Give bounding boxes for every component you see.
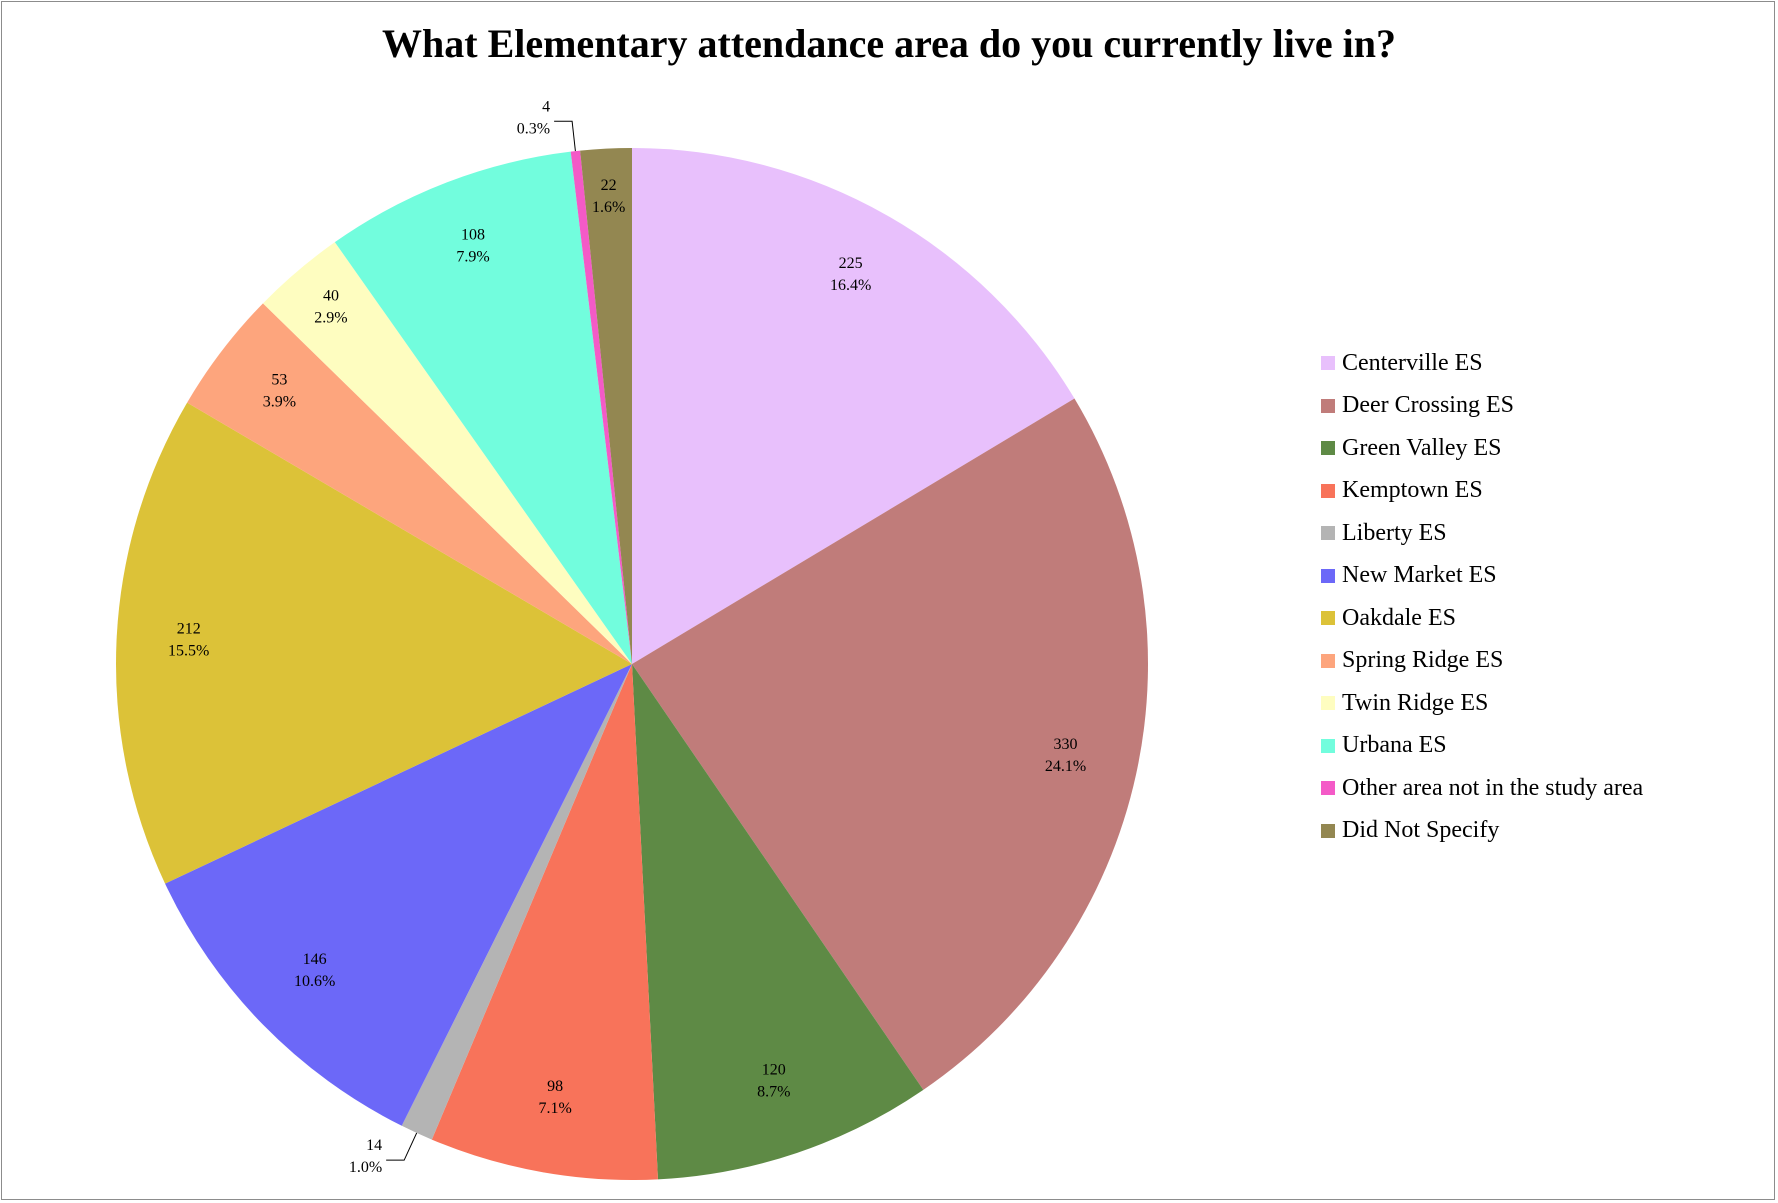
legend-item-urbana-es: Urbana ES	[1321, 725, 1643, 768]
legend-swatch	[1321, 738, 1335, 753]
slice-percent-label-green-valley-es: 8.7%	[757, 1084, 790, 1101]
legend-item-green-valley-es: Green Valley ES	[1321, 427, 1643, 470]
pie-slice-other-area-not-in-the-study-area	[570, 150, 632, 664]
legend-item-liberty-es: Liberty ES	[1321, 512, 1643, 555]
legend-label: Deer Crossing ES	[1342, 392, 1514, 419]
legend-label: Other area not in the study area	[1342, 774, 1644, 801]
legend-swatch	[1321, 398, 1335, 413]
leader-line-other-area-not-in-the-study-area	[554, 120, 576, 152]
pie-slice-liberty-es	[401, 664, 632, 1140]
slice-percent-label-twin-ridge-es: 2.9%	[314, 309, 347, 326]
slice-value-label-twin-ridge-es: 40	[323, 287, 339, 304]
slice-value-label-new-market-es: 146	[303, 951, 327, 968]
legend-item-new-market-es: New Market ES	[1321, 555, 1643, 598]
legend-swatch	[1321, 653, 1335, 668]
pie-slice-oakdale-es	[115, 402, 632, 884]
pie-slice-did-not-specify	[580, 148, 632, 664]
legend-item-oakdale-es: Oakdale ES	[1321, 597, 1643, 640]
pie-slice-spring-ridge-es	[187, 303, 633, 664]
pie-labels: 225 16.4% 330 24.1% 120 8.7% 98 7.1% 14 1.0% 146 10…	[168, 98, 1086, 1176]
slice-percent-label-new-market-es: 10.6%	[294, 973, 335, 990]
slice-percent-label-did-not-specify: 1.6%	[592, 199, 625, 216]
slice-percent-label-urbana-es: 7.9%	[456, 249, 489, 266]
legend-swatch	[1321, 568, 1335, 583]
legend-item-did-not-specify: Did Not Specify	[1321, 810, 1643, 853]
legend-swatch	[1321, 356, 1335, 371]
slice-value-label-did-not-specify: 22	[601, 177, 617, 194]
legend: Centerville ES Deer Crossing ES Green Vall…	[1321, 342, 1643, 852]
pie-slice-deer-crossing-es	[632, 398, 1148, 1090]
pie-slice-centerville-es	[632, 148, 1075, 664]
slice-value-label-urbana-es: 108	[461, 227, 485, 244]
slice-value-label-centerville-es: 225	[839, 255, 863, 272]
slice-value-label-deer-crossing-es: 330	[1054, 736, 1078, 753]
legend-label: Liberty ES	[1342, 519, 1447, 546]
legend-item-kemptown-es: Kemptown ES	[1321, 470, 1643, 513]
slice-percent-label-kemptown-es: 7.1%	[539, 1100, 572, 1117]
pie-slice-new-market-es	[165, 664, 632, 1126]
slice-value-label-kemptown-es: 98	[547, 1078, 563, 1095]
pie-slice-twin-ridge-es	[262, 242, 632, 664]
legend-swatch	[1321, 611, 1335, 626]
legend-swatch	[1321, 823, 1335, 838]
legend-label: Green Valley ES	[1342, 434, 1502, 461]
slice-percent-label-centerville-es: 16.4%	[830, 277, 871, 294]
slice-value-label-other-area-not-in-the-study-area: 4	[542, 98, 550, 115]
legend-label: Centerville ES	[1342, 349, 1483, 376]
legend-label: Kemptown ES	[1342, 477, 1483, 504]
slice-percent-label-liberty-es: 1.0%	[349, 1159, 382, 1176]
legend-item-centerville-es: Centerville ES	[1321, 342, 1643, 385]
pie-slice-kemptown-es	[431, 664, 658, 1180]
legend-swatch	[1321, 696, 1335, 711]
legend-swatch	[1321, 483, 1335, 498]
slice-value-label-spring-ridge-es: 53	[271, 372, 287, 389]
legend-item-other-area-not-in-the-study-area: Other area not in the study area	[1321, 767, 1643, 810]
pie-slice-green-valley-es	[632, 664, 924, 1180]
legend-item-twin-ridge-es: Twin Ridge ES	[1321, 682, 1643, 725]
slice-percent-label-deer-crossing-es: 24.1%	[1045, 758, 1086, 775]
slice-value-label-green-valley-es: 120	[762, 1062, 786, 1079]
legend-label: Spring Ridge ES	[1342, 647, 1504, 674]
legend-swatch	[1321, 526, 1335, 541]
legend-item-deer-crossing-es: Deer Crossing ES	[1321, 385, 1643, 428]
legend-label: Oakdale ES	[1342, 604, 1456, 631]
pie-slice-urbana-es	[334, 151, 632, 665]
slice-value-label-oakdale-es: 212	[177, 621, 201, 638]
legend-label: New Market ES	[1342, 562, 1497, 589]
legend-swatch	[1321, 781, 1335, 796]
slice-percent-label-other-area-not-in-the-study-area: 0.3%	[517, 120, 550, 137]
slice-percent-label-oakdale-es: 15.5%	[168, 643, 209, 660]
leader-line-liberty-es	[386, 1132, 418, 1161]
slice-value-label-liberty-es: 14	[366, 1137, 382, 1154]
legend-item-spring-ridge-es: Spring Ridge ES	[1321, 640, 1643, 683]
legend-swatch	[1321, 441, 1335, 456]
slice-percent-label-spring-ridge-es: 3.9%	[263, 394, 296, 411]
legend-label: Twin Ridge ES	[1342, 689, 1489, 716]
chart-title: What Elementary attendance area do you c…	[382, 21, 1396, 66]
legend-label: Did Not Specify	[1342, 817, 1500, 844]
legend-label: Urbana ES	[1342, 732, 1447, 759]
pie-slices	[115, 148, 1148, 1180]
